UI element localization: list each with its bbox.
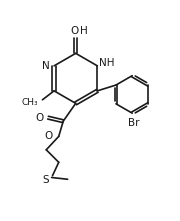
Text: H: H	[80, 26, 88, 36]
Text: S: S	[42, 175, 49, 185]
Text: O: O	[71, 26, 79, 36]
Text: CH₃: CH₃	[21, 98, 38, 107]
Text: Br: Br	[128, 118, 140, 128]
Text: O: O	[35, 113, 44, 123]
Text: O: O	[44, 131, 53, 141]
Text: N: N	[42, 61, 50, 71]
Text: NH: NH	[99, 58, 115, 68]
